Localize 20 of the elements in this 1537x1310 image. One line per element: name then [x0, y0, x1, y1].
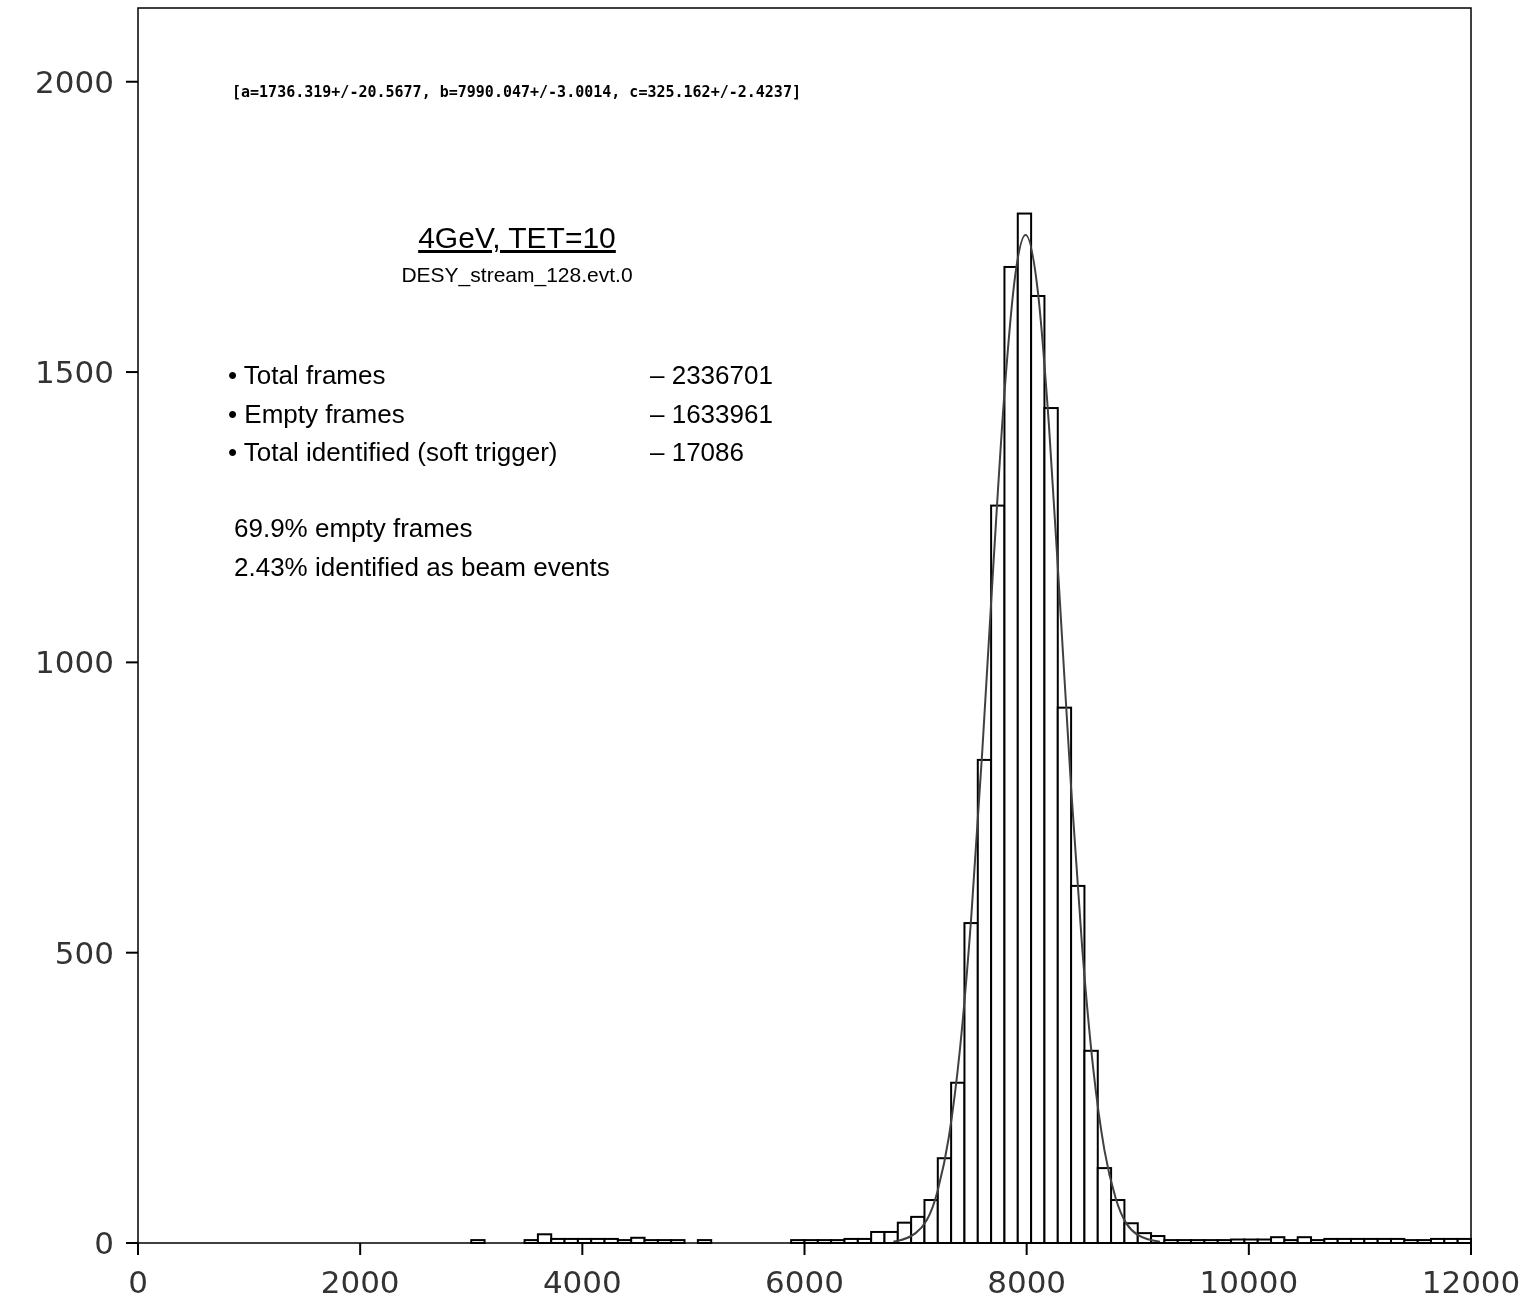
- text: • Empty frames – 1633961: [228, 398, 773, 429]
- y-tick-label: 1000: [35, 644, 114, 681]
- x-tick-label: 8000: [987, 1264, 1067, 1300]
- x-tick-label: 12000: [1421, 1264, 1521, 1300]
- text: DESY_stream_128.evt.0: [401, 263, 633, 287]
- text: 4GeV, TET=10: [418, 221, 616, 254]
- y-tick-label: 2000: [35, 63, 114, 100]
- y-tick-label: 500: [54, 934, 114, 971]
- x-tick-label: 6000: [765, 1264, 844, 1300]
- text: • Total identified (soft trigger) – 17086: [228, 437, 744, 467]
- text: • Total frames – 2336701: [228, 360, 773, 390]
- y-tick-label: 1500: [35, 354, 114, 391]
- x-tick-label: 10000: [1199, 1264, 1299, 1300]
- x-tick-label: 4000: [542, 1264, 622, 1300]
- y-tick-label: 0: [94, 1225, 114, 1261]
- annotation: 2.43% identified as beam events: [234, 552, 610, 582]
- x-tick-label: 0: [128, 1264, 148, 1300]
- annotation: [a=1736.319+/-20.5677, b=7990.047+/-3.0014, c=325.162+/-2.4237]: [232, 83, 801, 101]
- x-tick-label: 2000: [320, 1264, 400, 1300]
- annotation: 69.9% empty frames: [234, 513, 473, 543]
